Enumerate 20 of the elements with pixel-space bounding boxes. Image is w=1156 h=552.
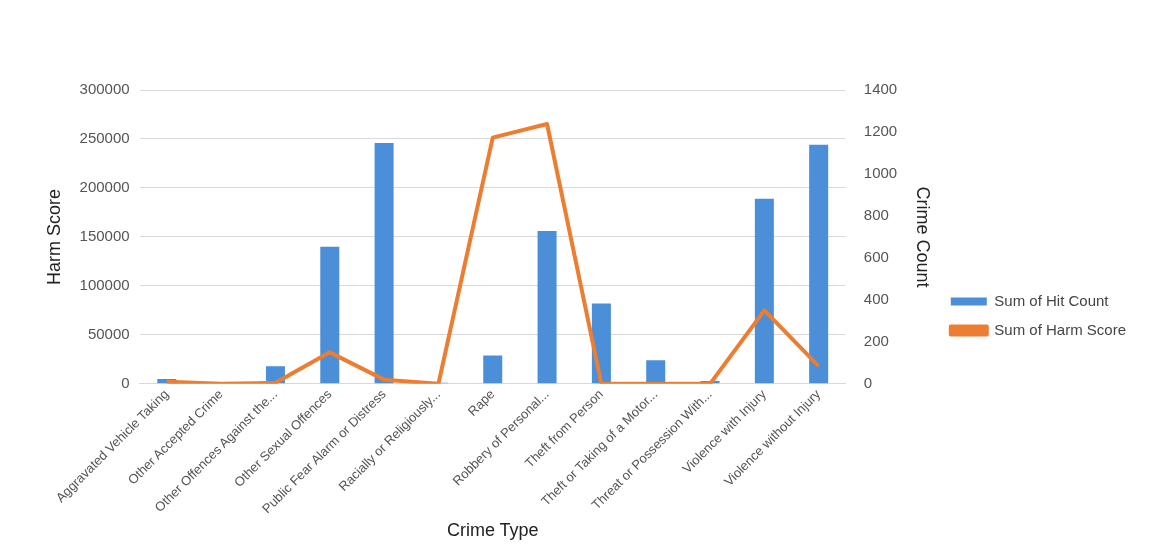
y2-tick-label: 400 [863,290,889,308]
y2-tick-label: 800 [863,206,889,224]
y-tick-label: 100000 [79,276,130,294]
legend-label: Sum of Harm Score [994,320,1127,338]
y2-tick-label: 1200 [863,122,898,140]
y2-tick-label: 1400 [863,80,898,98]
y-tick-label: 300000 [79,80,130,98]
legend-label: Sum of Hit Count [994,291,1110,309]
y2-tick-label: 1000 [863,164,898,182]
y2-tick-label: 0 [863,373,873,391]
y-tick-label: 0 [121,373,130,391]
y-tick-label: 150000 [79,227,130,245]
y-axis-title: Harm Score [43,188,64,285]
y-tick-label: 50000 [87,325,130,343]
x-axis-title: Crime Type [446,520,539,541]
y-tick-label: 250000 [79,129,130,147]
y2-tick-label: 200 [863,332,889,349]
y2-axis-title: Crime Count [913,186,934,288]
y-tick-label: 200000 [79,178,130,196]
y2-tick-label: 600 [863,248,889,266]
